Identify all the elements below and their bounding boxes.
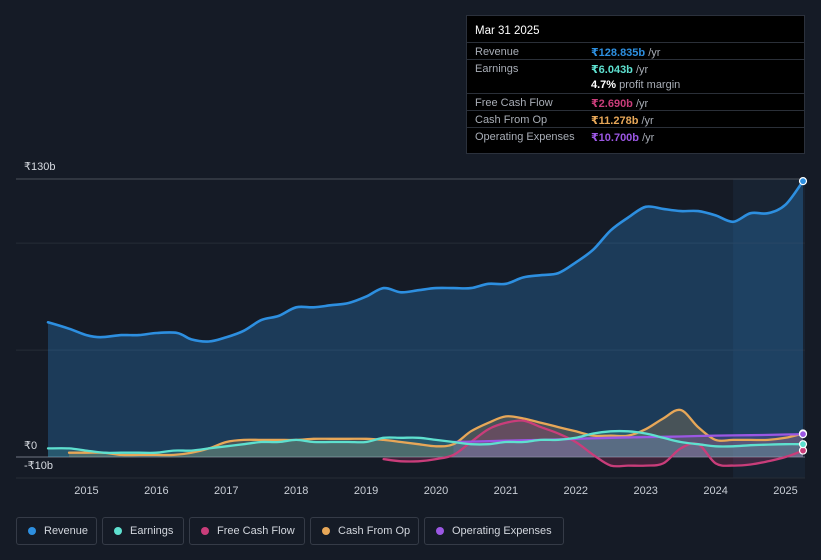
tooltip-value: ₹10.700b [591, 132, 640, 144]
legend-item-cash-from-op[interactable]: Cash From Op [310, 517, 419, 545]
tooltip-label: Operating Expenses [475, 131, 575, 143]
legend-label: Earnings [130, 525, 174, 537]
revenue-area [48, 181, 803, 457]
legend-dot-icon [201, 527, 209, 535]
tooltip-value: ₹11.278b [591, 115, 639, 127]
y-tick-label: -₹10b [24, 460, 53, 472]
tooltip-unit: /yr [642, 132, 655, 144]
legend-label: Operating Expenses [452, 525, 552, 537]
x-tick-label: 2019 [354, 485, 378, 497]
x-tick-label: 2015 [74, 485, 98, 497]
x-tick-label: 2023 [633, 485, 657, 497]
y-tick-label: ₹130b [24, 161, 55, 173]
tooltip-value: ₹128.835b [591, 47, 646, 59]
cash-from-op-area [69, 409, 803, 457]
legend-item-operating-expenses[interactable]: Operating Expenses [424, 517, 564, 545]
legend-label: Cash From Op [338, 525, 411, 537]
legend-dot-icon [436, 527, 444, 535]
cash-from-op-line [67, 408, 805, 457]
axis-layer: ₹130b ₹0 -₹10b 2015 2016 2017 2018 2019 2020 2021… [24, 161, 798, 497]
tooltip-row-cash-from-op: Cash From Op ₹11.278b /yr [467, 110, 804, 127]
tooltip-value: ₹2.690b [591, 98, 633, 110]
data-tooltip: Mar 31 2025 Revenue ₹128.835b /yr Earnin… [466, 15, 805, 154]
tooltip-value: ₹6.043b [591, 64, 633, 76]
legend-label: Revenue [44, 525, 89, 537]
legend-dot-icon [322, 527, 330, 535]
tooltip-unit: /yr [648, 47, 661, 59]
tooltip-date: Mar 31 2025 [475, 25, 540, 37]
x-tick-label: 2022 [564, 485, 588, 497]
tooltip-row-free-cash-flow: Free Cash Flow ₹2.690b /yr [467, 93, 804, 110]
x-tick-label: 2024 [703, 485, 727, 497]
tooltip-row-margin: 4.7% profit margin [467, 76, 804, 93]
legend-label: Free Cash Flow [217, 525, 295, 537]
tooltip-row-revenue: Revenue ₹128.835b /yr [467, 42, 804, 59]
operating-expenses-line [452, 432, 805, 444]
x-tick-label: 2017 [214, 485, 238, 497]
x-tick-label: 2025 [773, 485, 797, 497]
x-tick-label: 2020 [424, 485, 448, 497]
legend-item-earnings[interactable]: Earnings [102, 517, 184, 545]
free-cash-flow-line [382, 419, 805, 468]
tooltip-unit: /yr [641, 115, 654, 127]
tooltip-label: Revenue [475, 46, 520, 58]
legend-item-revenue[interactable]: Revenue [16, 517, 97, 545]
area-layer [48, 181, 803, 467]
earnings-line [46, 429, 805, 455]
legend-item-free-cash-flow[interactable]: Free Cash Flow [189, 517, 305, 545]
x-tick-label: 2021 [494, 485, 518, 497]
tooltip-unit: profit margin [619, 79, 681, 91]
legend-dot-icon [114, 527, 122, 535]
tooltip-label: Cash From Op [475, 114, 548, 126]
tooltip-value: 4.7% [591, 79, 617, 91]
earnings-end-point [798, 440, 808, 449]
forecast-band [733, 179, 805, 478]
tooltip-label: Earnings [475, 63, 519, 75]
tooltip-unit: /yr [635, 64, 649, 76]
revenue-line [46, 179, 805, 343]
line-layer [46, 179, 805, 468]
grid-layer [16, 178, 805, 479]
free-cash-flow-area [383, 420, 803, 467]
legend-dot-icon [28, 527, 36, 535]
x-tick-label: 2018 [284, 485, 308, 497]
tooltip-row-operating-expenses: Operating Expenses ₹10.700b /yr [467, 127, 804, 144]
tooltip-row-earnings: Earnings ₹6.043b /yr [467, 59, 804, 76]
x-tick-label: 2016 [144, 485, 168, 497]
y-tick-label: ₹0 [24, 440, 37, 452]
tooltip-unit: /yr [635, 98, 649, 110]
tooltip-label: Free Cash Flow [475, 97, 553, 109]
end-dot-layer [798, 177, 808, 455]
operating-expenses-end-point [798, 430, 808, 439]
revenue-end-point [798, 177, 808, 186]
